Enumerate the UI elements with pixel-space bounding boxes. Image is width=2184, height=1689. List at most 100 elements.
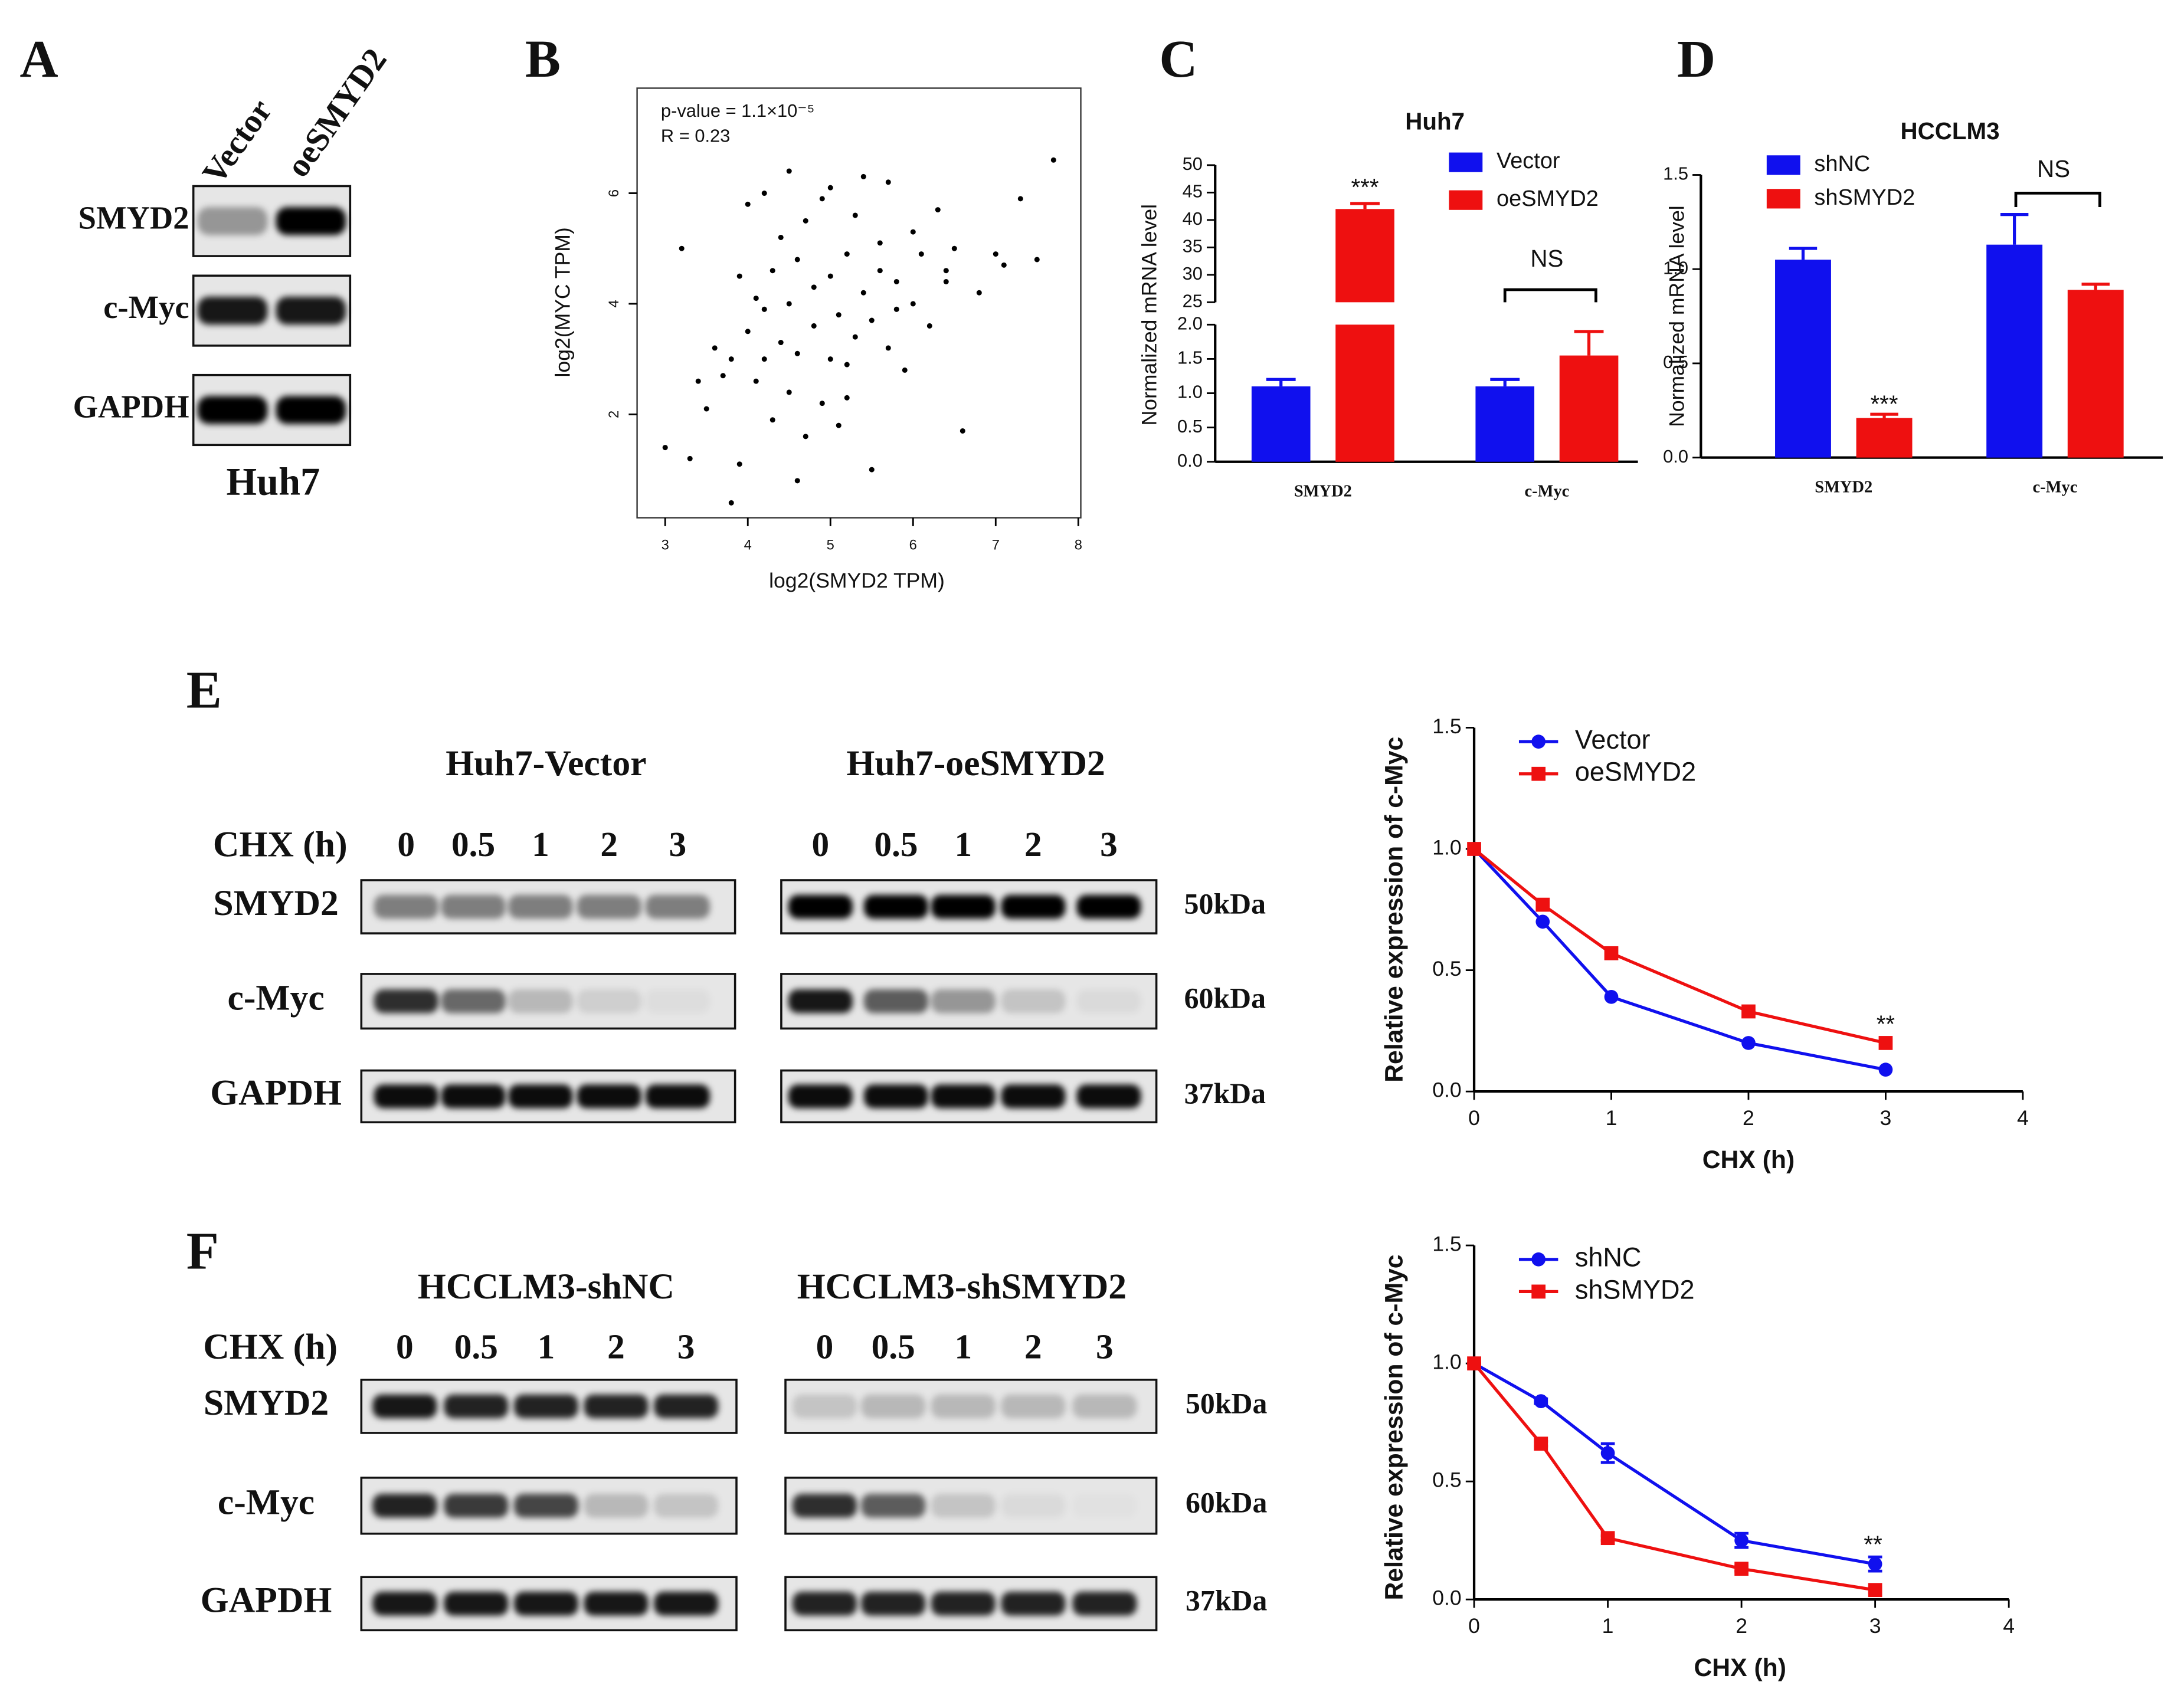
- point: [943, 268, 949, 274]
- point: [811, 284, 817, 290]
- marker: [1878, 1062, 1893, 1077]
- y-tick-label: 0.5: [1663, 352, 1688, 372]
- point: [778, 234, 784, 240]
- point: [662, 445, 668, 451]
- band: [444, 1394, 509, 1419]
- legend-label: oeSMYD2: [1497, 186, 1599, 211]
- band: [645, 894, 710, 919]
- point: [943, 278, 949, 284]
- y-axis-label: Normalized mRNA level: [1138, 204, 1161, 425]
- band: [441, 1084, 506, 1108]
- series-line: [1473, 848, 1886, 1071]
- time-label: 0.5: [451, 825, 495, 864]
- time-label: 0: [397, 825, 415, 864]
- point: [935, 207, 941, 213]
- x-tick-label: 2: [1736, 1614, 1747, 1638]
- y-tick-label: 0.0: [1432, 1586, 1461, 1610]
- band: [645, 989, 710, 1014]
- band: [513, 1494, 578, 1518]
- point: [770, 417, 775, 423]
- point: [753, 378, 759, 384]
- y-tick-label: 2.0: [1177, 313, 1203, 333]
- marker: [1600, 1446, 1615, 1461]
- category-label: c-Myc: [2033, 478, 2078, 496]
- y-axis-label: Relative expression of c-Myc: [1380, 1254, 1409, 1600]
- time-label: 3: [1096, 1327, 1114, 1366]
- x-tick-label: 7: [992, 537, 1000, 553]
- point: [844, 395, 850, 401]
- y-tick-label: 1.5: [1663, 163, 1688, 184]
- y-tick-label: 0.5: [1177, 416, 1203, 437]
- legend-label: Vector: [1497, 149, 1560, 173]
- band: [1076, 989, 1141, 1014]
- point: [794, 478, 800, 484]
- time-label: 1: [532, 825, 549, 864]
- point: [687, 455, 693, 461]
- point: [786, 168, 792, 174]
- band: [444, 1494, 509, 1518]
- row-label: SMYD2: [78, 199, 189, 235]
- time-label: 1: [954, 825, 972, 864]
- time-label: 2: [600, 825, 618, 864]
- row-label: GAPDH: [210, 1073, 342, 1113]
- point: [860, 173, 866, 179]
- x-tick-label: 4: [744, 537, 752, 553]
- band: [276, 207, 346, 235]
- point: [885, 345, 891, 351]
- point: [819, 401, 825, 406]
- band: [931, 989, 996, 1014]
- band: [654, 1494, 719, 1518]
- band: [1072, 1394, 1137, 1419]
- point: [993, 251, 998, 257]
- marker: [1741, 1004, 1756, 1019]
- legend-swatch: [1449, 190, 1483, 210]
- legend-marker: [1531, 1284, 1546, 1299]
- marker: [1600, 1531, 1615, 1546]
- marker: [1604, 989, 1619, 1004]
- time-label: 0: [812, 825, 830, 864]
- panel-letter: D: [1677, 30, 1715, 88]
- y-axis-label: Normalized mRNA level: [1665, 205, 1689, 427]
- bar: [2067, 290, 2124, 458]
- kda-label: 50kDa: [1186, 1387, 1267, 1419]
- band: [863, 894, 928, 919]
- point: [827, 356, 833, 362]
- band: [584, 1394, 649, 1419]
- time-label: 3: [1100, 825, 1118, 864]
- point: [910, 229, 916, 235]
- kda-label: 60kDa: [1184, 982, 1266, 1015]
- error-bar: [2000, 212, 2029, 245]
- band: [861, 1592, 926, 1616]
- y-tick-label: 1.0: [1432, 835, 1461, 859]
- band: [1001, 1394, 1066, 1419]
- time-label: 3: [669, 825, 687, 864]
- point: [885, 179, 891, 185]
- point: [761, 306, 767, 312]
- y-tick-label: 1.0: [1432, 1350, 1461, 1374]
- legend-label: Vector: [1575, 724, 1651, 755]
- y-tick-label: 50: [1183, 153, 1203, 174]
- bracket: [1503, 288, 1597, 303]
- band: [1001, 1494, 1066, 1518]
- legend-swatch: [1766, 189, 1800, 209]
- band: [1076, 894, 1141, 919]
- band: [788, 1084, 853, 1108]
- y-tick-label: 25: [1183, 290, 1203, 311]
- point: [679, 245, 685, 251]
- legend-marker: [1531, 734, 1546, 749]
- band: [372, 1494, 437, 1518]
- marker: [1878, 1036, 1893, 1050]
- point: [893, 306, 899, 312]
- time-label: 0.5: [454, 1327, 498, 1366]
- error-bar: [1350, 202, 1380, 209]
- band: [197, 396, 268, 424]
- x-tick-label: 0: [1468, 1614, 1480, 1638]
- point: [918, 251, 924, 257]
- time-label: 0: [816, 1327, 834, 1366]
- y-tick-label: 1.0: [1177, 382, 1203, 402]
- x-tick-label: 4: [2017, 1106, 2029, 1130]
- y-tick-label: 1.5: [1177, 347, 1203, 368]
- x-tick-label: 1: [1602, 1614, 1614, 1638]
- band: [861, 1494, 926, 1518]
- band: [931, 1394, 996, 1419]
